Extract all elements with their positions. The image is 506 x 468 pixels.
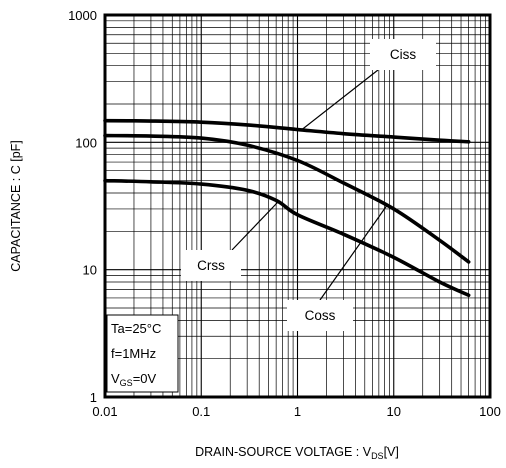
callout-box-ciss <box>370 39 436 70</box>
condition-vgs: VGS=0V <box>111 371 157 388</box>
x-axis-label-unit: [V] <box>384 445 399 459</box>
condition-ta: Ta=25°C <box>111 321 161 336</box>
x-axis-label-subscript: DS <box>371 451 384 461</box>
y-tick-label: 1 <box>90 390 97 405</box>
condition-frequency: f=1MHz <box>111 346 156 361</box>
callout-leader-crss <box>231 201 279 251</box>
callout-label-coss: Coss <box>305 308 336 323</box>
y-tick-label: 100 <box>75 135 97 150</box>
x-tick-label: 0.01 <box>92 404 117 419</box>
y-tick-label: 1000 <box>68 8 97 23</box>
callout-leader-coss <box>319 205 388 301</box>
series-line-crss <box>103 178 471 298</box>
condition-vgs-symbol: V <box>111 371 120 386</box>
x-axis-label: DRAIN-SOURCE VOLTAGE : VDS[V] <box>195 445 399 461</box>
x-tick-label: 100 <box>479 404 501 419</box>
tick-labels: 0.01 0.1 1 10 100 1 10 100 1000 <box>68 8 501 419</box>
plot-frame <box>103 13 492 399</box>
series-group <box>103 118 471 298</box>
x-axis-label-main: DRAIN-SOURCE VOLTAGE : V <box>195 445 372 459</box>
series-line-coss <box>103 133 471 264</box>
series-line-ciss <box>103 118 471 144</box>
x-tick-label: 10 <box>387 404 401 419</box>
y-axis-label: CAPACITANCE : C [pF] <box>9 140 23 272</box>
x-tick-label: 0.1 <box>192 404 210 419</box>
callout-box-coss <box>287 300 353 331</box>
condition-vgs-value: =0V <box>133 371 157 386</box>
callout-label-ciss: Ciss <box>390 47 416 62</box>
callout-label-crss: Crss <box>197 258 225 273</box>
x-tick-label: 1 <box>294 404 301 419</box>
conditions-box: Ta=25°C f=1MHz VGS=0V <box>106 314 179 393</box>
conditions-box-frame <box>106 314 179 393</box>
condition-vgs-subscript: GS <box>120 378 133 388</box>
callout-leader-ciss <box>301 69 379 131</box>
callout-box-crss <box>181 250 241 281</box>
callouts-group: Ciss Crss Coss <box>181 39 436 331</box>
y-tick-label: 10 <box>83 263 97 278</box>
